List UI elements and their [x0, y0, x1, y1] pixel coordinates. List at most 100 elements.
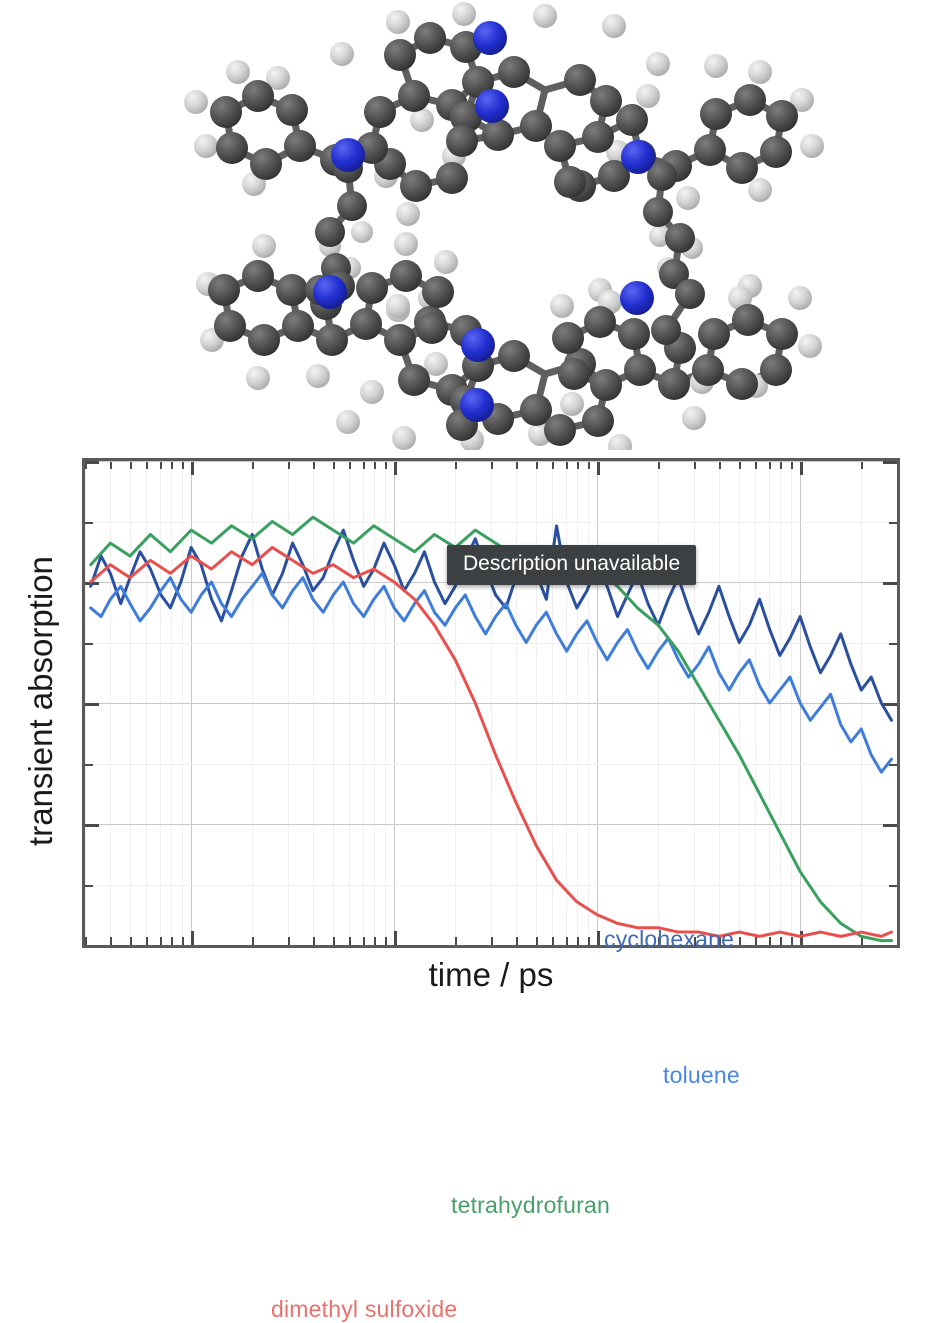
x-axis-tick-top [739, 461, 742, 469]
gridline-horizontal-minor [85, 763, 897, 765]
y-axis-tick [85, 461, 99, 464]
y-axis-tick [85, 824, 99, 827]
x-axis-tick-top [790, 461, 793, 469]
x-axis-tick [768, 937, 771, 945]
x-axis-tick [790, 937, 793, 945]
y-axis-tick-right [883, 945, 897, 948]
x-axis-tick [491, 937, 493, 945]
x-axis-tick [159, 937, 162, 945]
y-axis-tick [85, 884, 93, 887]
x-axis-tick [191, 931, 195, 945]
y-axis-tick [85, 763, 93, 766]
series-label-toluene: toluene [663, 1062, 740, 1088]
series-label-dimethyl-sulfoxide: dimethyl sulfoxide [271, 1296, 458, 1322]
x-axis-tick [313, 937, 316, 945]
x-axis-tick-top [552, 461, 555, 469]
x-axis-tick-top [110, 461, 113, 469]
x-axis-tick [577, 937, 580, 945]
gridline-horizontal-major [85, 703, 897, 704]
gridline-vertical-minor [897, 461, 898, 945]
y-axis-tick-right [889, 642, 897, 645]
x-axis-tick [288, 937, 290, 945]
y-axis-tick-right [889, 521, 897, 524]
y-axis-tick [85, 703, 99, 706]
y-axis-tick [85, 945, 99, 948]
x-axis-tick-top [577, 461, 580, 469]
x-axis-tick-top [171, 461, 174, 469]
x-axis-tick-top [755, 461, 758, 469]
x-axis-tick-top [536, 461, 539, 469]
x-axis-tick [861, 937, 864, 945]
x-axis-tick [897, 937, 899, 945]
x-axis-tick-top [897, 461, 899, 469]
y-axis-tick-right [883, 824, 897, 827]
x-axis-tick [658, 937, 661, 945]
y-axis-tick [85, 642, 93, 645]
x-axis-tick-top [146, 461, 149, 469]
molecule-carbon-atoms [208, 22, 798, 446]
x-axis-tick [110, 937, 113, 945]
x-axis-tick [130, 937, 133, 945]
gridline-horizontal-major [85, 824, 897, 825]
y-axis-label: transient absorption [22, 556, 59, 846]
x-axis-tick-top [159, 461, 162, 469]
molecule-nitrogen-atoms [313, 21, 655, 422]
x-axis-tick-top [800, 461, 804, 475]
y-axis-tick-right [889, 763, 897, 766]
x-axis-tick [565, 937, 568, 945]
x-axis-tick-top [780, 461, 783, 469]
gridline-horizontal-minor [85, 642, 897, 644]
data-curves [89, 515, 893, 943]
x-axis-tick [755, 937, 758, 945]
x-axis-tick-top [597, 461, 601, 475]
x-axis-tick-top [587, 461, 590, 469]
gridline-horizontal-minor [85, 884, 897, 886]
series-line-dimethyl-sulfoxide [89, 545, 893, 938]
x-axis-tick-top [768, 461, 771, 469]
x-axis-tick [181, 937, 184, 945]
x-axis-tick-top [694, 461, 696, 469]
molecule-structure-panel [0, 0, 936, 450]
x-axis-tick [171, 937, 174, 945]
x-axis-tick [85, 937, 87, 945]
x-axis-tick-top [565, 461, 568, 469]
x-axis-tick [587, 937, 590, 945]
x-axis-label: time / ps [428, 956, 554, 993]
gridline-horizontal-major [85, 461, 897, 462]
series-line-tetrahydrofuran [89, 515, 893, 943]
x-axis-tick [536, 937, 539, 945]
y-axis-tick-right [883, 582, 897, 585]
series-label-cyclohexane: cyclohexane [604, 926, 735, 952]
x-axis-tick-top [384, 461, 387, 469]
molecule-ball-and-stick-model [184, 2, 824, 450]
x-axis-tick-top [719, 461, 722, 469]
x-axis-tick-top [491, 461, 493, 469]
x-axis-tick-top [362, 461, 365, 469]
x-axis-tick [694, 937, 696, 945]
x-axis-tick-top [288, 461, 290, 469]
x-axis-tick [146, 937, 149, 945]
x-axis-tick [739, 937, 742, 945]
x-axis-tick [349, 937, 352, 945]
y-axis-tick [85, 521, 93, 524]
series-label-tetrahydrofuran: tetrahydrofuran [451, 1192, 610, 1218]
x-axis-tick [374, 937, 377, 945]
x-axis-tick [394, 931, 398, 945]
x-axis-tick [516, 937, 519, 945]
description-unavailable-tooltip: Description unavailable [447, 545, 697, 585]
x-axis-tick [455, 937, 458, 945]
transient-absorption-chart: cyclohexane toluene tetrahydrofuran dime… [0, 450, 936, 1322]
x-axis-tick [252, 937, 255, 945]
x-axis-tick-top [130, 461, 133, 469]
x-axis-tick-top [394, 461, 398, 475]
x-axis-tick [384, 937, 387, 945]
gridline-horizontal-minor [85, 521, 897, 523]
x-axis-tick-top [333, 461, 336, 469]
x-axis-tick-top [374, 461, 377, 469]
x-axis-tick-top [455, 461, 458, 469]
x-axis-tick [719, 937, 722, 945]
x-axis-tick-top [658, 461, 661, 469]
x-axis-tick [333, 937, 336, 945]
y-axis-tick-right [889, 884, 897, 887]
